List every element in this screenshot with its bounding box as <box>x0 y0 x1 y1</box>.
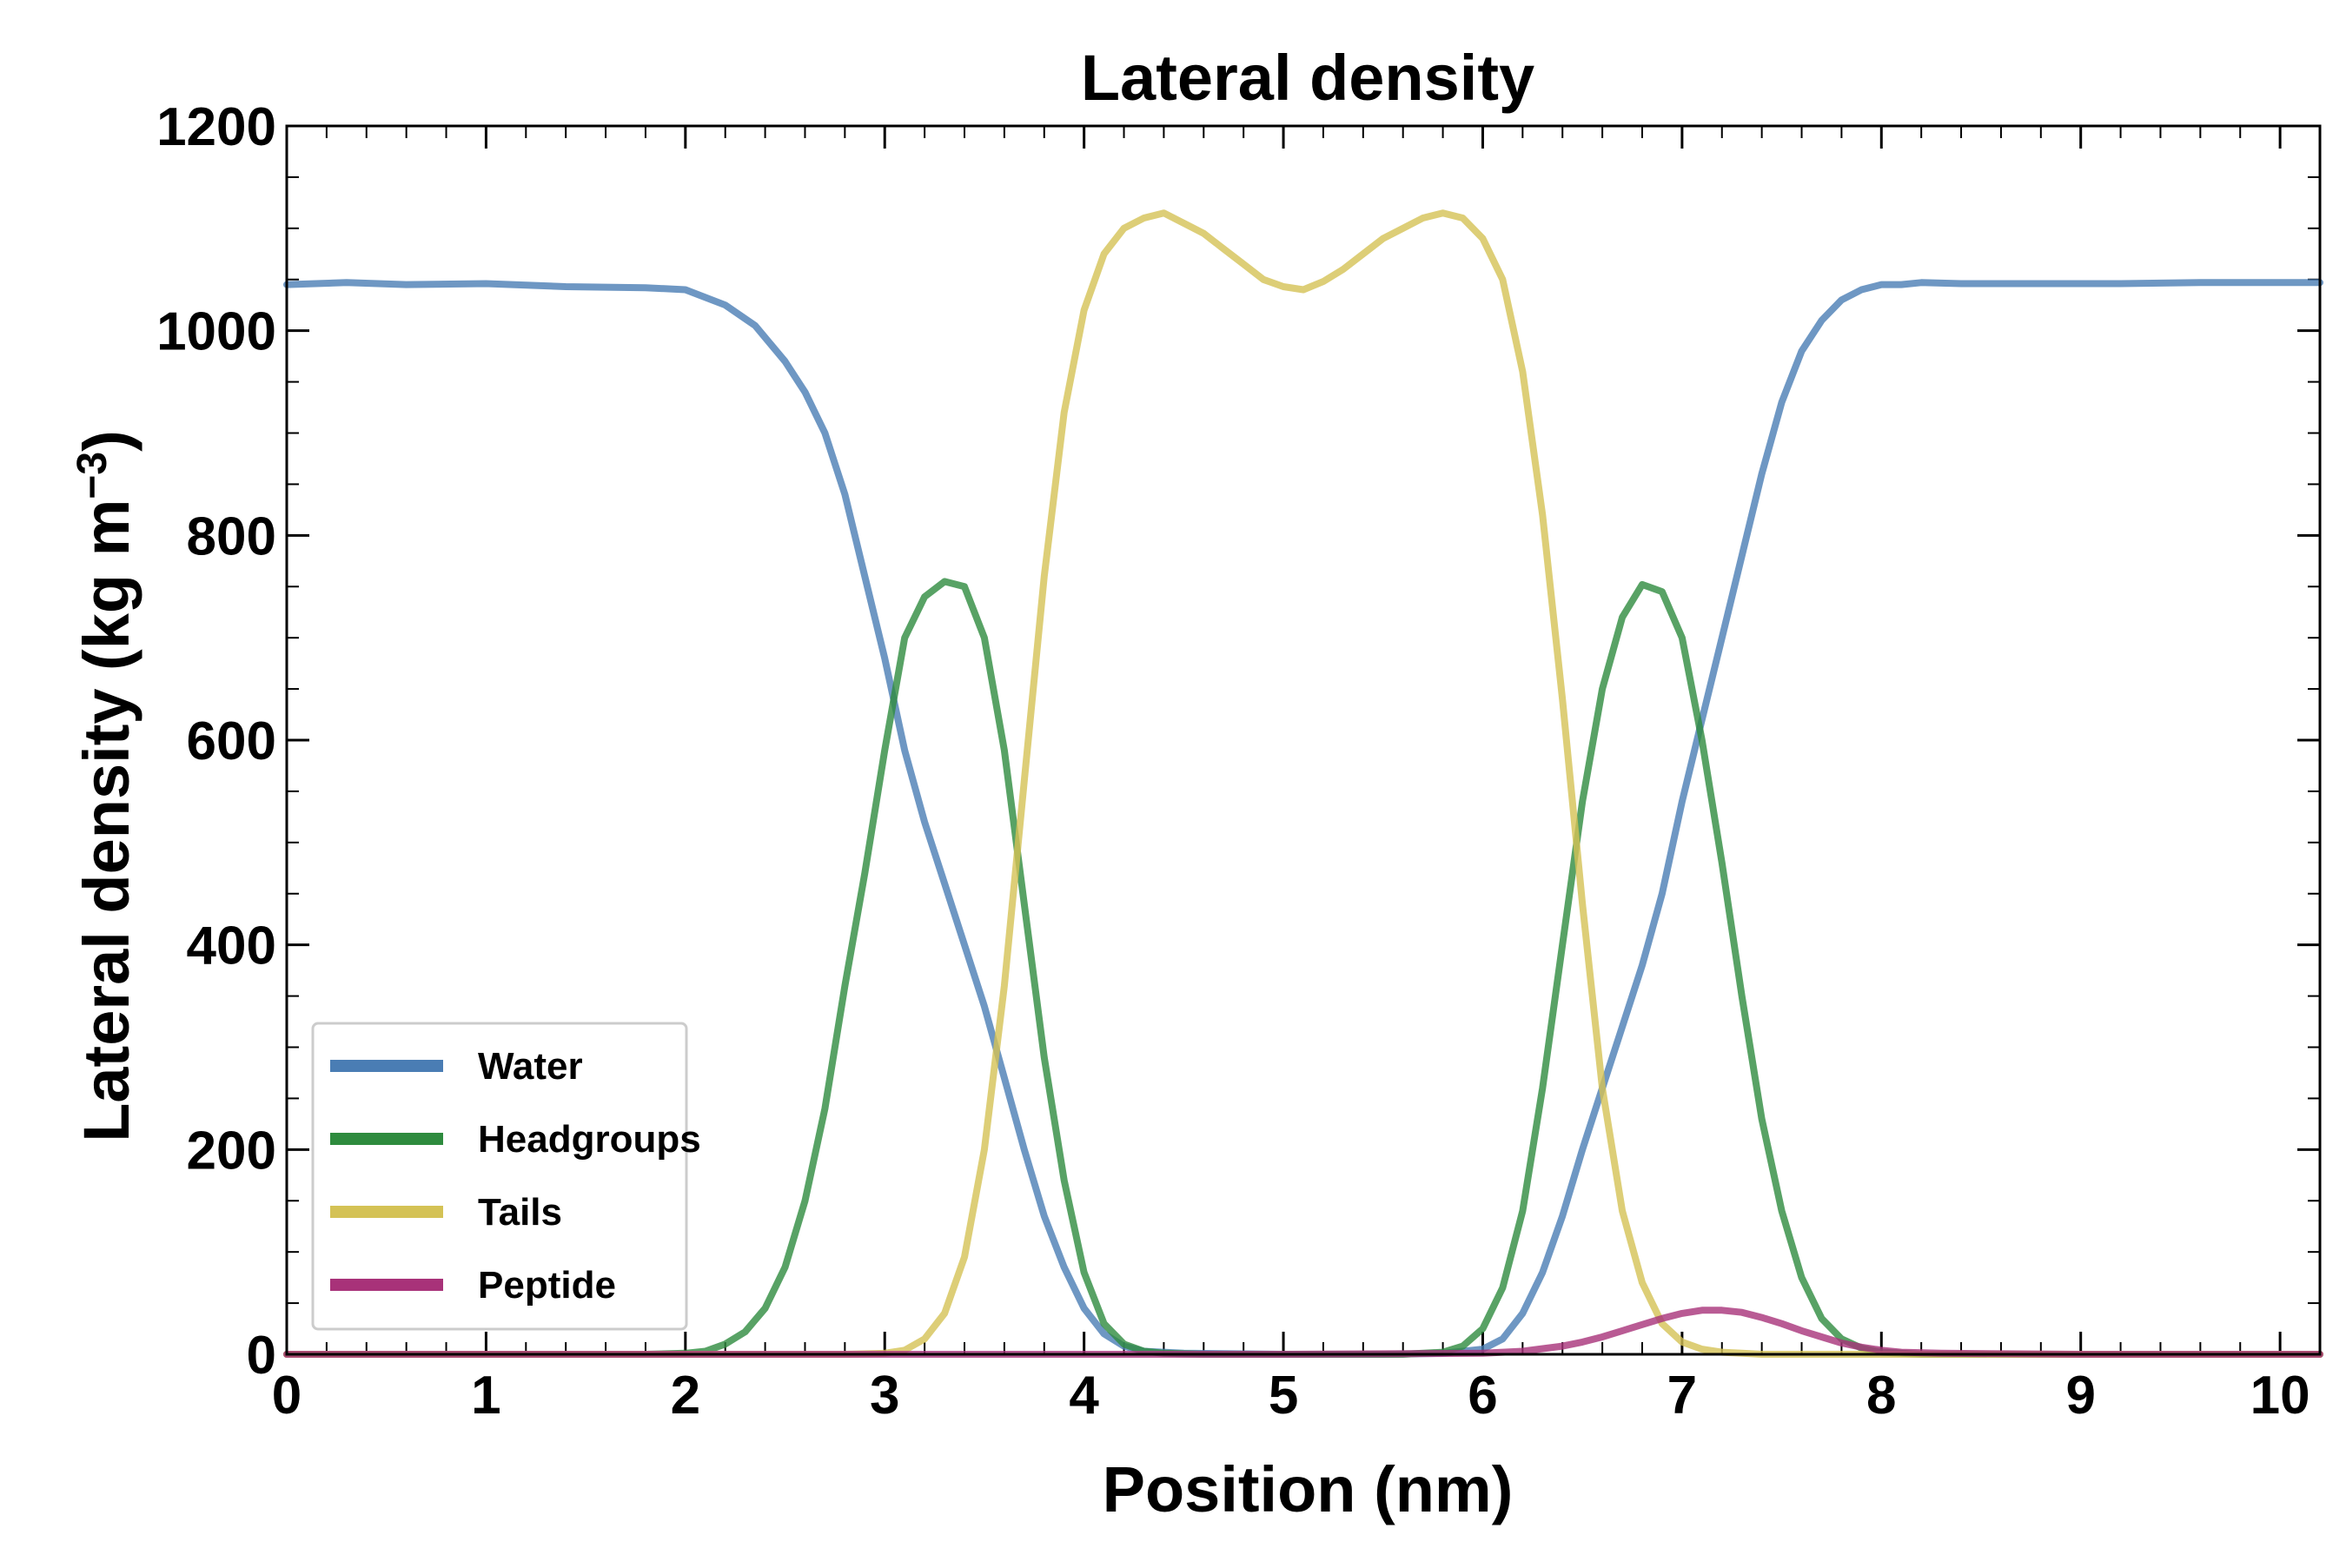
plot-frame <box>285 124 2322 1356</box>
y-tick-label: 400 <box>187 916 276 976</box>
legend-label-headgroups: Headgroups <box>478 1118 701 1161</box>
y-tick-label: 1000 <box>156 302 276 362</box>
y-tick-label: 600 <box>187 711 276 771</box>
legend-label-tails: Tails <box>478 1191 562 1234</box>
y-tick-label: 0 <box>247 1326 276 1386</box>
legend-label-peptide: Peptide <box>478 1264 616 1307</box>
chart-title: Lateral density <box>1081 42 1534 114</box>
x-axis-label: Position (nm) <box>1103 1453 1514 1525</box>
legend-box <box>311 1022 688 1331</box>
y-axis-label-main: Lateral density (kg m <box>70 500 142 1142</box>
x-tick-label: 7 <box>1667 1366 1697 1426</box>
legend-label-water: Water <box>478 1045 583 1088</box>
y-tick-label: 800 <box>187 506 276 566</box>
x-tick-label: 3 <box>870 1366 899 1426</box>
x-tick-label: 10 <box>2250 1366 2310 1426</box>
series-line-peptide <box>283 1307 2323 1358</box>
x-tick-label: 9 <box>2065 1366 2095 1426</box>
x-tick-label: 1 <box>471 1366 500 1426</box>
x-tick-label: 8 <box>1866 1366 1896 1426</box>
x-tick-label: 2 <box>671 1366 700 1426</box>
x-tick-label: 5 <box>1269 1366 1298 1426</box>
x-tick-label: 4 <box>1069 1366 1099 1426</box>
y-axis-label-close: ) <box>70 430 142 452</box>
x-tick-label: 0 <box>272 1366 302 1426</box>
x-tick-label: 6 <box>1468 1366 1497 1426</box>
y-axis-label-exponent: −3 <box>70 452 116 500</box>
y-axis-label: Lateral density (kg m−3) <box>70 430 142 1142</box>
y-tick-label: 200 <box>187 1121 276 1181</box>
legend: Water Headgroups Tails Peptide <box>311 1022 701 1331</box>
series-line-tails <box>283 209 2323 1358</box>
y-tick-label: 1200 <box>156 97 276 157</box>
